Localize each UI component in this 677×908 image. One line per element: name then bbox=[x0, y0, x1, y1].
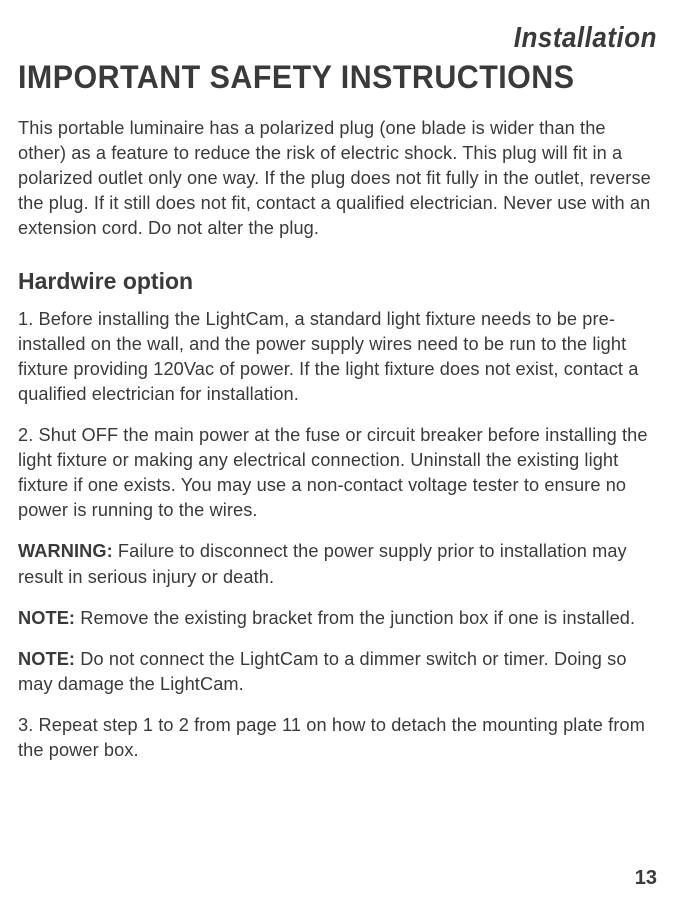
warning-label: WARNING: bbox=[18, 541, 113, 561]
intro-paragraph: This portable luminaire has a polarized … bbox=[18, 116, 657, 242]
note-2-paragraph: NOTE: Do not connect the LightCam to a d… bbox=[18, 647, 657, 697]
page-number: 13 bbox=[635, 867, 657, 890]
page-title: IMPORTANT SAFETY INSTRUCTIONS bbox=[18, 59, 625, 96]
hardwire-heading: Hardwire option bbox=[18, 268, 657, 295]
step-2: 2. Shut OFF the main power at the fuse o… bbox=[18, 423, 657, 523]
note-2-label: NOTE: bbox=[18, 649, 75, 669]
note-1-paragraph: NOTE: Remove the existing bracket from t… bbox=[18, 606, 657, 631]
note-1-text: Remove the existing bracket from the jun… bbox=[75, 608, 635, 628]
step-3: 3. Repeat step 1 to 2 from page 11 on ho… bbox=[18, 713, 657, 763]
section-label: Installation bbox=[18, 20, 657, 54]
note-1-label: NOTE: bbox=[18, 608, 75, 628]
warning-paragraph: WARNING: Failure to disconnect the power… bbox=[18, 539, 657, 589]
step-1: 1. Before installing the LightCam, a sta… bbox=[18, 307, 657, 407]
note-2-text: Do not connect the LightCam to a dimmer … bbox=[18, 649, 627, 694]
